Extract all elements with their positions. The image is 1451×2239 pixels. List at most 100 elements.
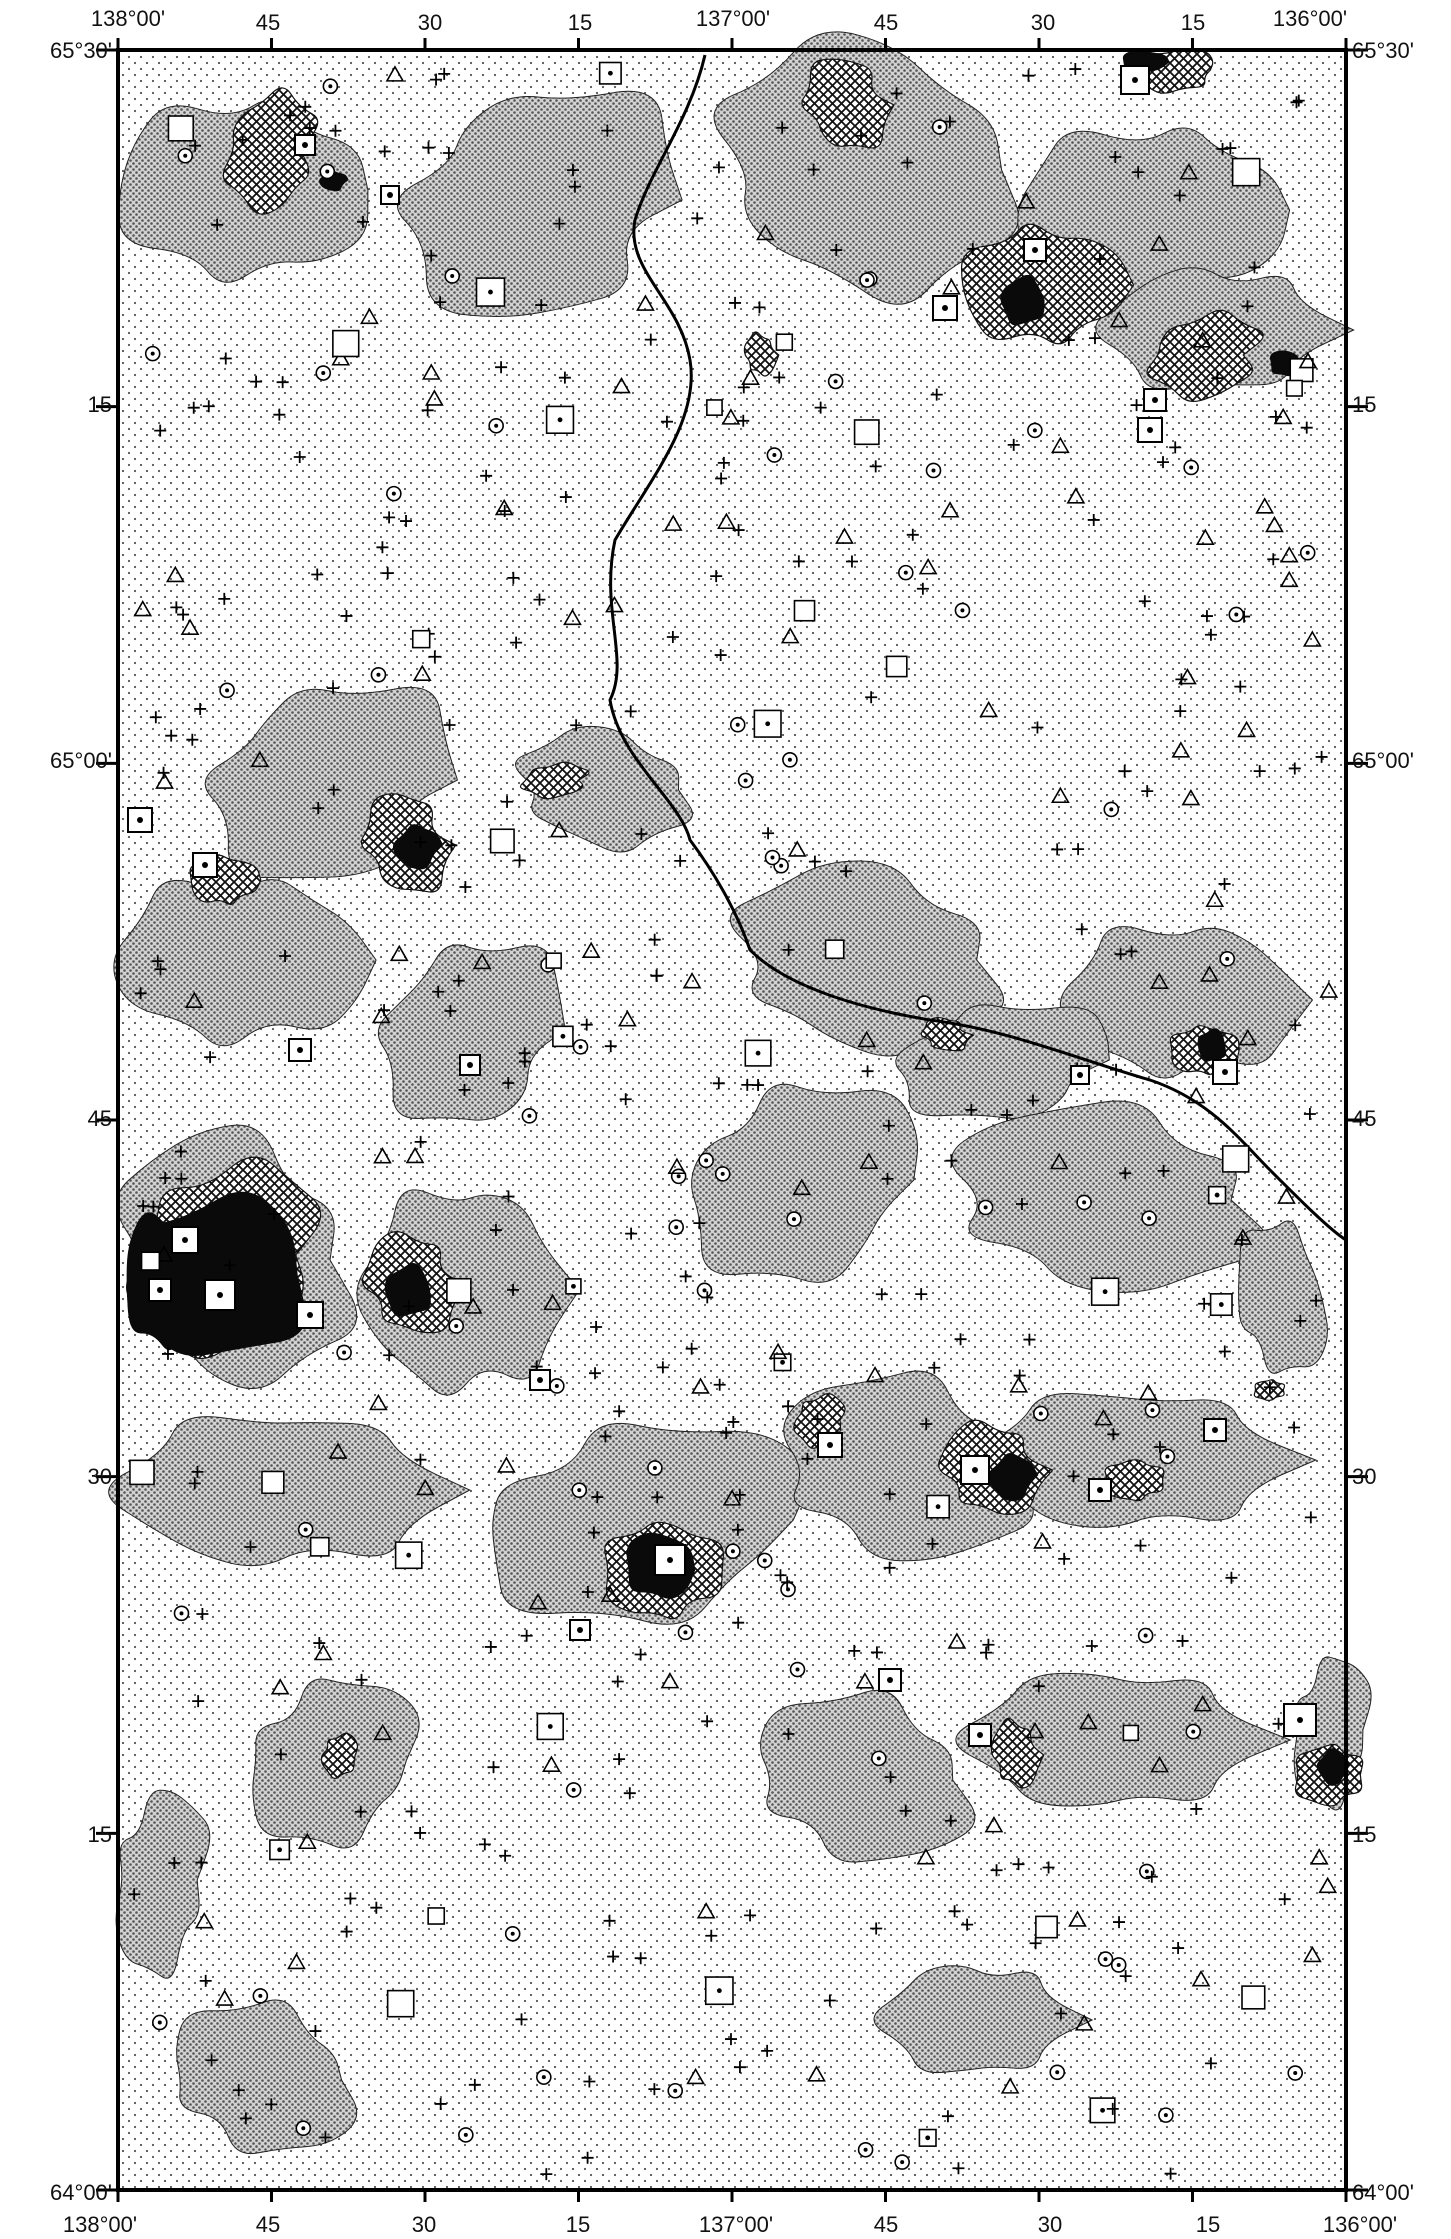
triangle-symbol [696, 1902, 716, 1919]
cross-symbol [284, 109, 297, 122]
square-symbol [1285, 379, 1303, 397]
square-symbol [793, 599, 816, 622]
left-lat-label-6: 64°00' [50, 2180, 112, 2205]
cross-symbol [1204, 2057, 1217, 2070]
cross-symbol [1315, 750, 1328, 763]
square-symbol [545, 405, 575, 435]
cross-symbol [1093, 252, 1106, 265]
square-symbol [1203, 1418, 1227, 1442]
circled-dot-symbol [1228, 606, 1245, 623]
triangle-symbol [835, 527, 854, 544]
square-symbol [380, 185, 400, 205]
square-symbol [288, 1038, 312, 1062]
right-lat-label-4: 30 [1352, 1464, 1376, 1489]
circled-dot-symbol [1139, 1863, 1155, 1880]
cross-symbol [1198, 1297, 1211, 1310]
circled-dot-symbol [565, 1782, 582, 1798]
square-symbol [536, 1712, 564, 1741]
cross-symbol [732, 1616, 745, 1629]
cross-symbol [175, 1172, 188, 1185]
cross-symbol [1248, 261, 1261, 274]
solid-zone [987, 1453, 1039, 1502]
cross-symbol [944, 1814, 957, 1827]
bottom-lon-label-6: 30 [1038, 2212, 1062, 2237]
cross-symbol [147, 1200, 160, 1213]
cross-symbol [513, 854, 526, 867]
cross-hatch-zone [960, 223, 1135, 345]
circled-dot-symbol [827, 373, 844, 390]
cross-symbol [1062, 334, 1075, 347]
square-symbol [565, 1278, 582, 1295]
dense-zone [108, 1416, 471, 1567]
triangle-symbol [373, 1723, 393, 1741]
cross-symbol [590, 1321, 603, 1333]
cross-symbol [211, 218, 224, 231]
cross-symbol [1075, 923, 1088, 936]
square-symbol [127, 807, 153, 833]
cross-symbol [943, 115, 956, 128]
circled-dot-symbol [1158, 2107, 1174, 2123]
circled-dot-symbol [536, 2069, 552, 2085]
triangle-symbol [360, 307, 379, 325]
triangle-symbol [1309, 1848, 1329, 1865]
cross-symbol [218, 592, 231, 605]
cross-symbol [414, 1826, 427, 1839]
triangle-symbol [528, 1593, 548, 1610]
cross-symbol [1054, 2007, 1067, 2020]
cross-symbol [432, 985, 445, 998]
circled-dot-symbol [295, 2120, 312, 2137]
cross-symbol [941, 2110, 954, 2123]
cross-symbol [443, 718, 456, 731]
cross-symbol [219, 352, 232, 365]
triangle-symbol [940, 501, 960, 518]
triangle-symbol [1233, 1228, 1253, 1245]
circled-dot-symbol [1159, 1448, 1176, 1465]
circled-dot-symbol [977, 1199, 994, 1216]
circled-dot-symbol [714, 1166, 731, 1182]
triangle-symbol [859, 1152, 879, 1169]
cross-symbol [378, 145, 391, 158]
circled-dot-symbol [789, 1661, 806, 1678]
triangle-symbol [1009, 1376, 1029, 1393]
cross-symbol [1134, 1539, 1147, 1552]
square-symbol [386, 1989, 415, 2018]
triangle-symbol [563, 608, 582, 626]
cross-symbol [276, 376, 289, 389]
cross-symbol [752, 1079, 765, 1092]
triangle-symbol [1179, 163, 1199, 180]
cross-symbol [489, 1224, 502, 1237]
triangle-symbol [463, 1297, 483, 1314]
square-symbol [1090, 1277, 1120, 1306]
cross-symbol [444, 1004, 457, 1017]
cross-symbol [1303, 1107, 1316, 1120]
circled-dot-symbol [1287, 2065, 1304, 2081]
cross-symbol [881, 1172, 894, 1185]
circled-dot-symbol [729, 716, 746, 733]
cross-symbol [954, 1333, 967, 1346]
cross-symbol [487, 1761, 500, 1774]
cross-symbol [309, 2025, 322, 2038]
triangle-symbol [741, 368, 760, 385]
cross-symbol [882, 1119, 895, 1132]
cross-symbol [1087, 513, 1100, 526]
cross-symbol [737, 381, 750, 394]
square-symbol [753, 709, 782, 738]
cross-symbol [199, 1974, 212, 1987]
triangle-symbol [1205, 890, 1225, 908]
square-symbol [411, 629, 431, 649]
triangle-symbol [496, 1456, 516, 1473]
dense-zone [760, 1689, 976, 1863]
cross-symbol [715, 472, 728, 485]
circled-dot-symbol [1110, 1957, 1127, 1973]
cross-symbol [1114, 948, 1127, 961]
cross-symbol [1241, 300, 1254, 313]
cross-symbol [312, 802, 325, 815]
cross-symbol [1263, 1381, 1276, 1394]
circled-dot-symbol [898, 564, 914, 581]
triangle-symbol [369, 1393, 388, 1411]
dense-zone [691, 1083, 918, 1283]
cross-symbol [990, 1864, 1003, 1877]
square-symbol [598, 61, 622, 85]
cross-symbol [1088, 332, 1101, 345]
cross-symbol [1289, 1019, 1302, 1032]
